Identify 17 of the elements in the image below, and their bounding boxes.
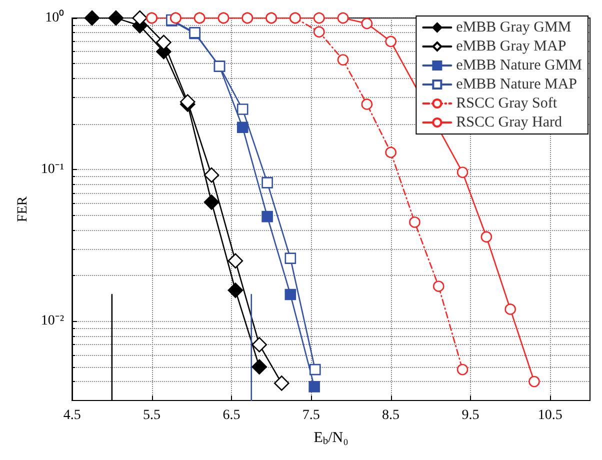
y-tick-label: 10⁰ [45,10,64,26]
legend-label: RSCC Gray Soft [456,96,558,112]
x-tick-label: 4.5 [63,408,81,423]
legend-label: eMBB Nature GMM [456,58,582,74]
legend-label: RSCC Gray Hard [456,114,563,130]
y-tick-label: 10⁻¹ [40,162,64,178]
x-tick-label: 8.5 [382,408,400,423]
x-tick-label: 10.5 [538,408,562,423]
x-tick-label: 5.5 [143,408,161,423]
x-tick-label: 6.5 [222,408,240,423]
x-tick-label: 9.5 [462,408,480,423]
y-axis-title: FER [16,196,30,222]
legend-label: eMBB Nature MAP [456,76,578,92]
legend-label: eMBB Gray MAP [456,38,566,54]
x-tick-label: 7.5 [302,408,320,423]
legend-label: eMBB Gray GMM [456,20,572,36]
y-tick-label: 10⁻² [40,314,64,329]
